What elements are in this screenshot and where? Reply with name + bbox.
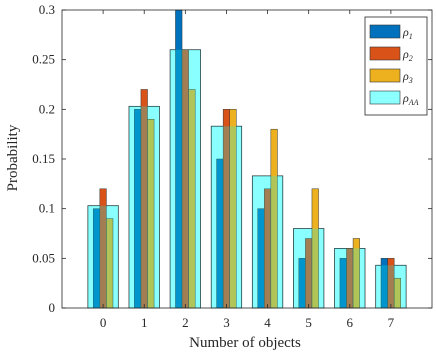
x-tick-label: 5: [305, 315, 312, 330]
y-tick-label: 0.25: [32, 52, 55, 67]
legend-label-ρ3: ρ3: [402, 69, 413, 85]
bar-overlay-1: [129, 106, 160, 308]
legend-label-ρ1: ρ1: [402, 25, 413, 41]
bar-overlay-0: [87, 205, 119, 308]
y-tick-label: 0.2: [39, 101, 55, 116]
y-tick-label: 0: [49, 300, 56, 315]
x-tick-label: 0: [100, 315, 107, 330]
bar-overlay-3: [211, 126, 242, 308]
x-tick-label: 3: [223, 315, 230, 330]
x-tick-label: 1: [141, 315, 148, 330]
legend-swatch-ρAA: [369, 90, 401, 105]
legend-swatch-ρ1: [369, 24, 401, 39]
x-axis-label: Number of objects: [189, 335, 301, 351]
x-tick-label: 2: [182, 315, 189, 330]
legend-swatch-ρ2: [369, 46, 401, 61]
axes-layer: 0 0.05 0.1 0.15 0.2 0.25 0.3 0 1 2 3 4 5 6 7: [32, 2, 433, 330]
bar-overlay-5: [293, 228, 324, 308]
bar-overlay-6: [334, 248, 365, 308]
y-axis-label: Probability: [5, 124, 21, 191]
legend-swatch-ρ3: [369, 68, 401, 83]
bar-overlay-2: [170, 49, 201, 308]
bars-layer: [87, 9, 407, 309]
x-tick-label: 7: [388, 315, 395, 330]
bar-overlay-4: [252, 175, 283, 308]
y-tick-label: 0.05: [32, 250, 55, 265]
bar-overlay-7: [375, 265, 407, 308]
legend-label-ρ2: ρ2: [402, 47, 413, 63]
y-tick-label: 0.15: [32, 151, 55, 166]
y-tick-label: 0.3: [39, 2, 55, 17]
x-tick-label: 6: [347, 315, 354, 330]
x-tick-label: 4: [264, 315, 271, 330]
y-tick-label: 0.1: [39, 201, 55, 216]
